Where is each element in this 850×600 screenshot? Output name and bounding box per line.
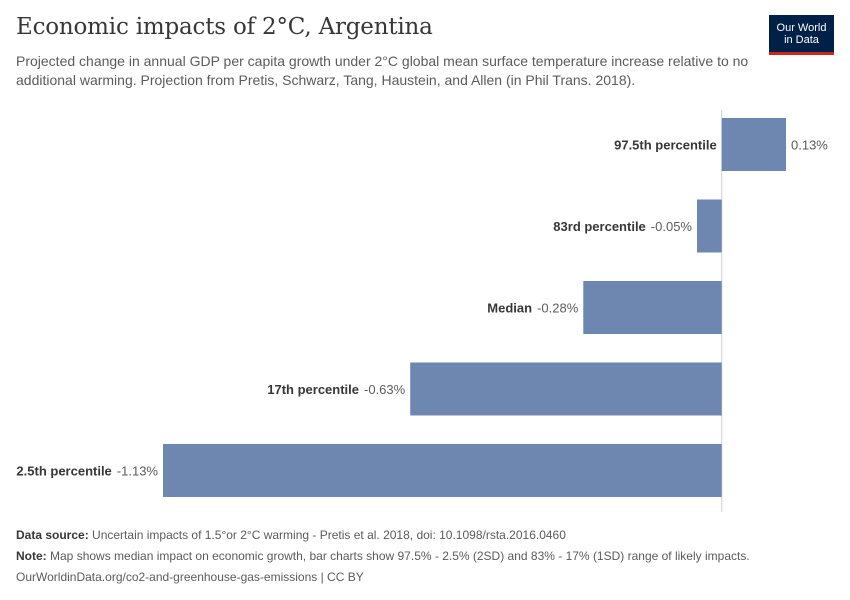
data-source-label: Data source: <box>16 528 89 542</box>
chart-subtitle: Projected change in annual GDP per capit… <box>16 53 749 88</box>
chart-note: Note: Map shows median impact on economi… <box>16 549 750 563</box>
value-label-1: -0.05% <box>651 219 693 234</box>
category-label-4: 2.5th percentile <box>16 464 111 479</box>
chart-title: Economic impacts of 2°C, Argentina <box>16 14 433 40</box>
logo-line-2: in Data <box>784 33 819 46</box>
data-source-text: Uncertain impacts of 1.5°or 2°C warming … <box>92 528 566 542</box>
value-label-0: 0.13% <box>791 138 828 153</box>
category-label-3: 17th percentile <box>267 382 359 397</box>
source-url[interactable]: OurWorldinData.org/co2-and-greenhouse-ga… <box>16 570 364 584</box>
owid-logo[interactable]: Our World in Data <box>769 15 834 55</box>
bar-1[interactable] <box>697 199 722 253</box>
value-label-3: -0.63% <box>364 382 406 397</box>
bar-2[interactable] <box>583 281 722 334</box>
note-text: Map shows median impact on economic grow… <box>50 549 750 563</box>
data-source: Data source: Uncertain impacts of 1.5°or… <box>16 528 566 542</box>
bar-chart: 0.13% 97.5th percentile -0.05% 83rd percent… <box>16 110 828 512</box>
note-label: Note: <box>16 549 47 563</box>
category-label-0: 97.5th percentile <box>614 138 717 153</box>
bar-3[interactable] <box>410 362 722 416</box>
category-label-1: 83rd percentile <box>553 219 646 234</box>
logo-line-1: Our World <box>776 21 827 34</box>
bar-4[interactable] <box>163 444 722 497</box>
value-label-2: -0.28% <box>537 301 579 316</box>
value-label-4: -1.13% <box>117 464 159 479</box>
bar-0[interactable] <box>721 118 786 171</box>
category-label-2: Median <box>487 301 532 316</box>
